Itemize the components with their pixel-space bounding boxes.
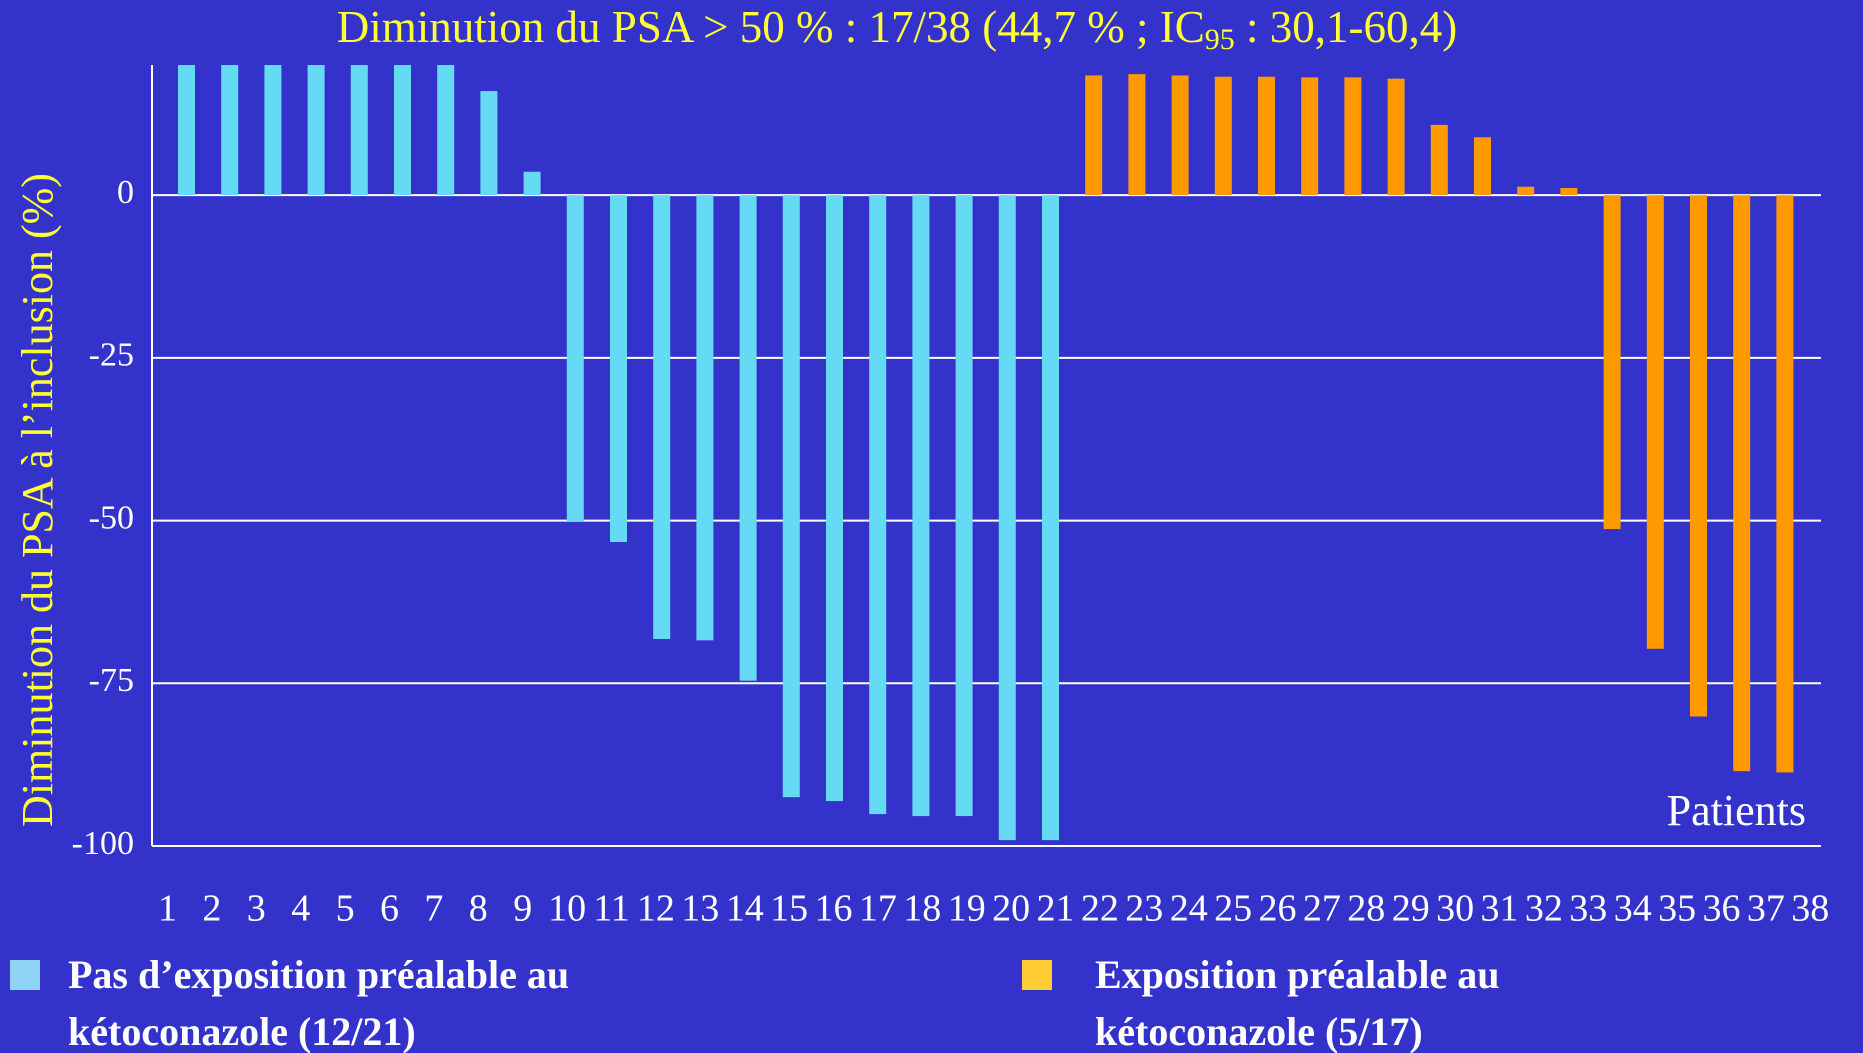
x-tick-label: 27 (1303, 888, 1341, 930)
x-tick-label: 12 (637, 888, 675, 930)
bar (221, 65, 239, 196)
x-tick-label: 10 (548, 888, 586, 930)
x-tick-label: 21 (1037, 888, 1075, 930)
x-tick-label: 8 (469, 888, 488, 930)
bar (1733, 195, 1751, 772)
chart-title: Diminution du PSA > 50 % : 17/38 (44,7 %… (337, 2, 1457, 56)
y-tick-label: -50 (89, 499, 134, 536)
x-tick-label: 20 (992, 888, 1030, 930)
x-tick-label: 25 (1214, 888, 1252, 930)
x-tick-label: 16 (815, 888, 853, 930)
bar (394, 65, 411, 196)
bar (739, 195, 757, 681)
bar (1646, 195, 1664, 649)
x-tick-label: 34 (1614, 888, 1652, 930)
x-tick-label: 26 (1259, 888, 1297, 930)
x-tick-label: 24 (1170, 888, 1208, 930)
y-axis-label: Diminution du PSA à l’inclusion (%) (13, 173, 62, 827)
x-tick-label: 36 (1703, 888, 1741, 930)
x-tick-label: 35 (1658, 888, 1696, 930)
x-tick-label: 6 (380, 888, 399, 930)
x-tick-label: 7 (424, 888, 443, 930)
y-tick-label: 0 (117, 174, 134, 211)
x-tick-label: 18 (903, 888, 941, 930)
bar (1690, 195, 1707, 717)
x-tick-label: 37 (1747, 888, 1785, 930)
legend-label: Exposition préalable au kétoconazole (5/… (1095, 952, 1500, 1053)
bar (1128, 74, 1146, 196)
x-tick-label: 23 (1125, 888, 1163, 930)
x-tick-label: 17 (859, 888, 897, 930)
y-tick-label: -75 (89, 662, 134, 699)
bar (1430, 124, 1448, 196)
bar (1214, 76, 1232, 196)
x-tick-label: 19 (948, 888, 986, 930)
x-tick-label: 13 (681, 888, 719, 930)
x-tick-label: 5 (336, 888, 355, 930)
x-tick-label: 38 (1791, 888, 1829, 930)
x-tick-label: 2 (202, 888, 221, 930)
x-tick-label: 22 (1081, 888, 1119, 930)
bar (610, 195, 627, 543)
bar (1517, 186, 1535, 196)
x-tick-label: 9 (513, 888, 532, 930)
x-tick-label: 28 (1347, 888, 1385, 930)
x-tick-label: 30 (1436, 888, 1474, 930)
bar (480, 91, 498, 196)
bar (1603, 195, 1621, 530)
title-part: : 30,1-60,4) (1235, 2, 1457, 52)
bar (1085, 75, 1103, 196)
legend-label: Pas d’exposition préalable au kétoconazo… (68, 952, 570, 1053)
x-tick-label: 31 (1481, 888, 1519, 930)
bar (826, 195, 843, 802)
bar (178, 65, 195, 196)
bar (566, 195, 584, 522)
x-tick-label: 32 (1525, 888, 1563, 930)
bar (350, 65, 368, 196)
legend-swatch (1022, 960, 1052, 990)
annotation: Patients (1667, 786, 1806, 835)
x-tick-label: 29 (1392, 888, 1430, 930)
bar (1301, 77, 1319, 196)
bar (1776, 195, 1794, 773)
bar (955, 195, 973, 817)
bar (1387, 78, 1405, 196)
bar (869, 195, 887, 815)
y-tick-label: -100 (72, 825, 134, 862)
bar (1258, 76, 1275, 196)
x-tick-label: 4 (291, 888, 310, 930)
x-tick-label: 14 (726, 888, 764, 930)
bar (653, 195, 671, 640)
bar (307, 65, 325, 196)
y-tick-label: -25 (89, 337, 134, 374)
x-tick-label: 1 (158, 888, 177, 930)
x-tick-label: 33 (1569, 888, 1607, 930)
bar (1042, 195, 1059, 841)
x-tick-label: 3 (247, 888, 266, 930)
bar (1344, 77, 1362, 196)
bar (437, 65, 455, 196)
bar (912, 195, 930, 817)
bar (1474, 137, 1491, 196)
bar (523, 171, 541, 196)
bar (264, 65, 282, 196)
title-subscript: 95 (1205, 23, 1235, 56)
bar (782, 195, 800, 798)
bar (1171, 75, 1189, 196)
x-tick-label: 15 (770, 888, 808, 930)
bar (696, 195, 714, 641)
x-tick-label: 11 (593, 888, 630, 930)
bar (1560, 188, 1578, 196)
title-part: Diminution du PSA > 50 % : 17/38 (44,7 %… (337, 2, 1205, 52)
bar (998, 195, 1016, 841)
legend-swatch (10, 960, 40, 990)
